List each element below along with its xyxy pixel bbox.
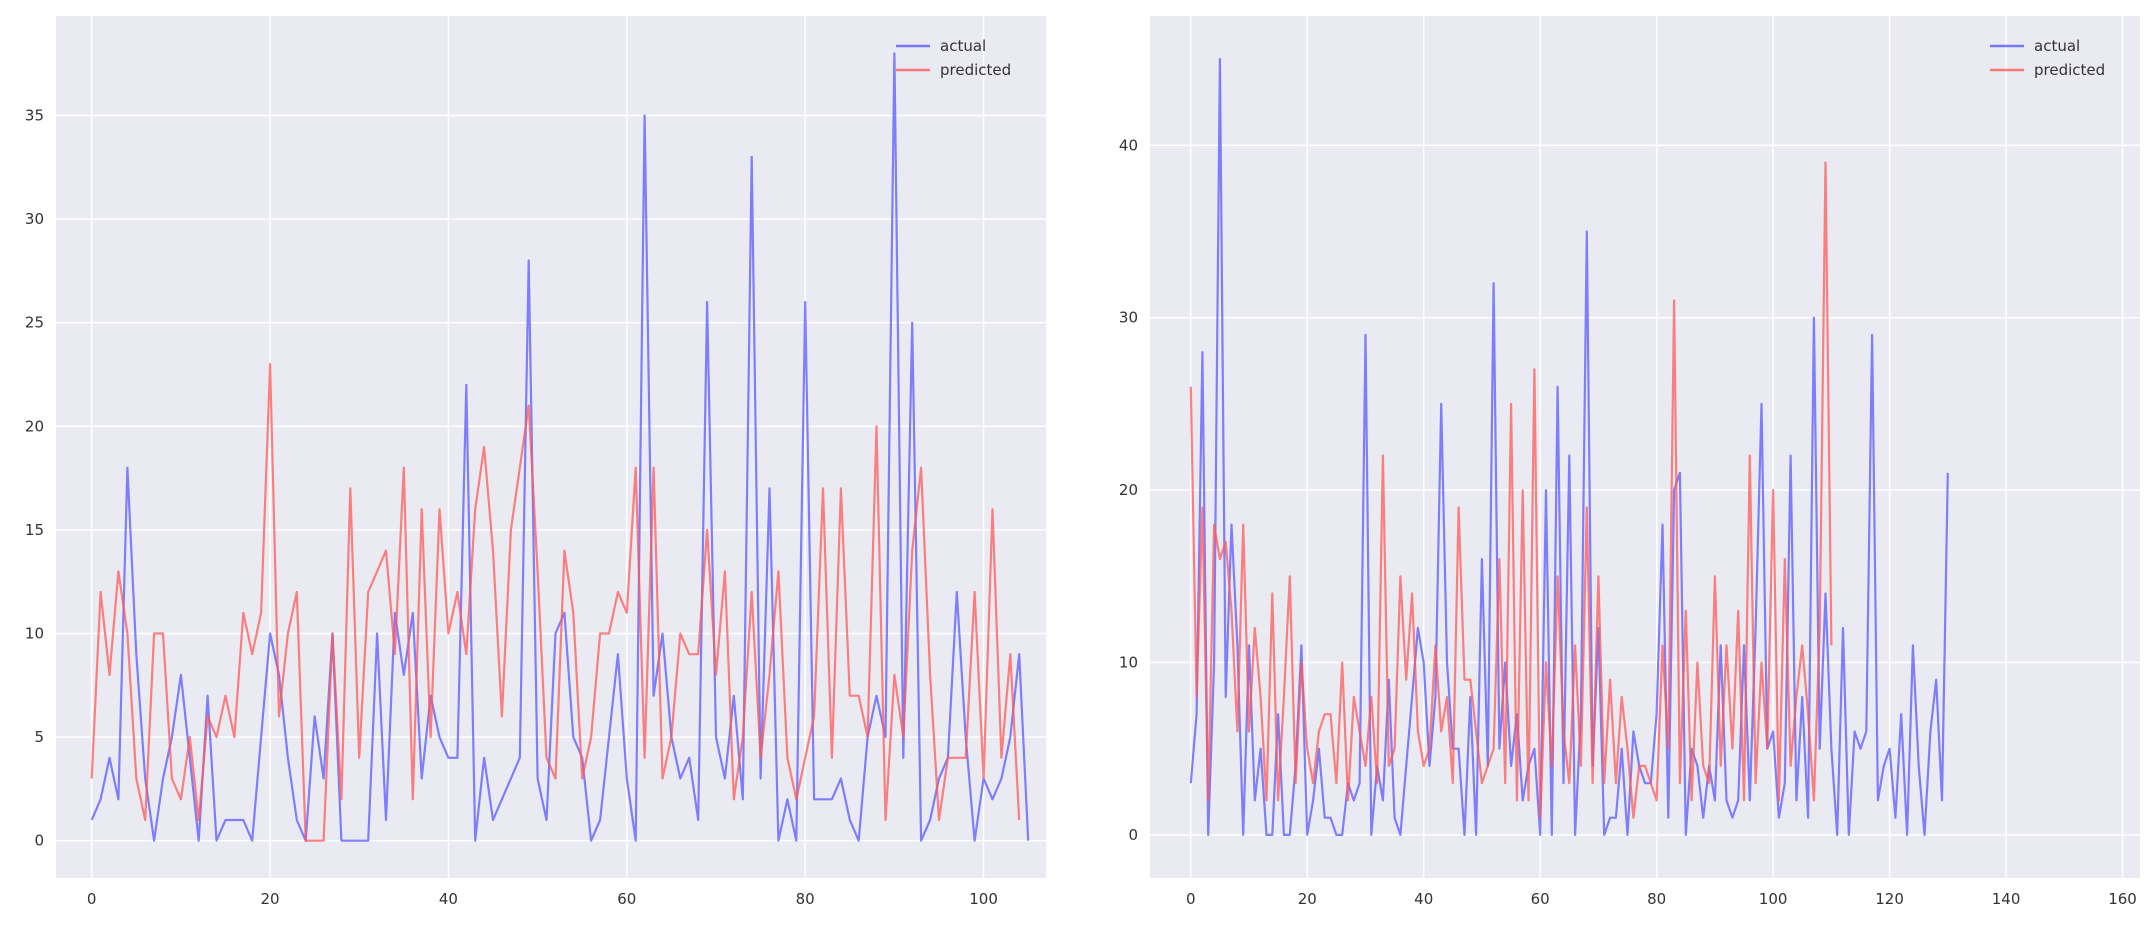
- x-tick-label: 20: [261, 890, 280, 908]
- y-tick-label: 20: [1119, 481, 1138, 499]
- chart-left: 0 5 10 15 20 25 30 35 0 20 40 60 80 100 actual predicte…: [0, 0, 1060, 925]
- x-tick-label: 80: [796, 890, 815, 908]
- y-tick-label: 40: [1119, 136, 1138, 154]
- y-tick-label: 10: [1119, 654, 1138, 672]
- chart-left-svg: 0 5 10 15 20 25 30 35 0 20 40 60 80 100 actual predicte…: [25, 16, 1046, 908]
- x-tick-label: 0: [1186, 890, 1196, 908]
- x-tick-label: 60: [617, 890, 636, 908]
- y-tick-label: 20: [25, 417, 44, 435]
- series-line-actual: [90, 52, 1030, 842]
- x-tick-label: 80: [1647, 890, 1666, 908]
- y-tick-label: 0: [1128, 826, 1138, 844]
- x-tick-label: 40: [1414, 890, 1433, 908]
- y-tick-label: 30: [1119, 309, 1138, 327]
- x-tick-label: 20: [1298, 890, 1317, 908]
- y-tick-label: 25: [25, 314, 44, 332]
- legend-label-predicted: predicted: [2034, 61, 2105, 79]
- plot-area: [1150, 16, 2140, 878]
- x-tick-label: 120: [1875, 890, 1904, 908]
- y-tick-label: 5: [34, 728, 44, 746]
- series-line-predicted: [90, 363, 1021, 842]
- x-tick-label: 0: [87, 890, 97, 908]
- x-tick-label: 160: [2108, 890, 2137, 908]
- x-tick-label: 140: [1992, 890, 2021, 908]
- x-tick-label: 100: [969, 890, 998, 908]
- series-line-predicted: [1189, 161, 1833, 819]
- x-tick-label: 40: [439, 890, 458, 908]
- y-tick-label: 15: [25, 521, 44, 539]
- x-tick-label: 100: [1759, 890, 1788, 908]
- chart-right: 0 10 20 30 40 0 20 40 60 80 100 120 140 160 actual pred…: [1092, 0, 2152, 925]
- y-tick-label: 0: [34, 832, 44, 850]
- legend-label-actual: actual: [940, 37, 986, 55]
- chart-right-svg: 0 10 20 30 40 0 20 40 60 80 100 120 140 160 actual pred…: [1119, 16, 2140, 908]
- y-tick-label: 35: [25, 106, 44, 124]
- y-tick-label: 10: [25, 624, 44, 642]
- x-tick-label: 60: [1531, 890, 1550, 908]
- y-tick-label: 30: [25, 210, 44, 228]
- legend-label-predicted: predicted: [940, 61, 1011, 79]
- series-line-actual: [1189, 57, 1949, 837]
- legend-label-actual: actual: [2034, 37, 2080, 55]
